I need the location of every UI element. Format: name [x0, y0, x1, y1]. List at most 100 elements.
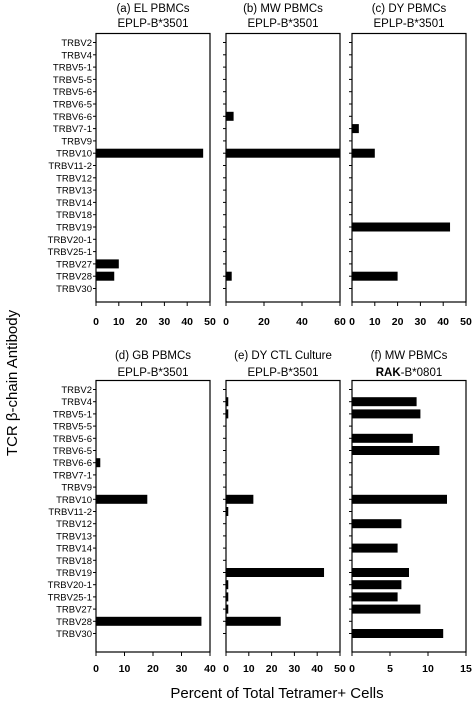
plot-frame [351, 32, 467, 303]
category-label: TRBV14 [56, 198, 92, 209]
x-tick-label: 10 [243, 663, 255, 675]
category-label: TRBV7-1 [53, 124, 92, 135]
x-tick-label: 20 [136, 316, 148, 328]
bar-trbv5-1 [352, 409, 421, 419]
bar-trbv12 [352, 519, 402, 529]
category-label: TRBV6-6 [53, 112, 92, 123]
bar-trbv19 [352, 222, 451, 232]
category-label: TRBV13 [56, 531, 92, 542]
x-tick-label: 40 [296, 316, 308, 328]
plot-frame [95, 32, 211, 303]
x-tick-label: 5 [387, 663, 393, 675]
x-tick-label: 10 [369, 316, 381, 328]
category-label: TRBV20-1 [48, 580, 92, 591]
bar-trbv10 [96, 494, 148, 504]
panel-subtitle: EPLP-B*3501 [118, 18, 189, 30]
category-label: TRBV18 [56, 556, 92, 567]
bar-trbv28 [352, 271, 398, 281]
category-label: TRBV5-6 [53, 87, 92, 98]
panel-d: (d) GB PBMCs EPLP-B*3501 TRBV2TRBV4TRBV5-1… [48, 350, 216, 675]
bar-trbv27 [96, 259, 119, 269]
x-tick-label: 0 [93, 316, 99, 328]
bar-trbv6-6 [96, 458, 101, 468]
panel-subtitle-bold: RAK [376, 367, 402, 379]
category-label: TRBV18 [56, 210, 92, 221]
bar-trbv7-1 [352, 124, 359, 134]
category-label: TRBV11-2 [48, 161, 92, 172]
bar-trbv10 [352, 494, 447, 504]
panel-title: (b) MW PBMCs [243, 3, 323, 15]
bar-trbv10 [96, 148, 204, 158]
category-label: TRBV12 [56, 519, 92, 530]
panel-subtitle: EPLP-B*3501 [248, 367, 319, 379]
panel-subtitle: EPLP-B*3501 [374, 18, 445, 30]
category-label: TRBV30 [56, 629, 92, 640]
plot-frame [351, 379, 467, 653]
plot-frame [225, 379, 341, 653]
bar-trbv27 [352, 604, 421, 614]
x-tick-label: 20 [392, 316, 404, 328]
bar-trbv4 [226, 397, 229, 407]
y-axis-label: TCR β-chain Antibody [4, 309, 21, 456]
x-tick-label: 0 [349, 663, 355, 675]
category-label: TRBV2 [61, 38, 92, 49]
bar-trbv25-1 [226, 592, 229, 602]
bar-trbv19 [226, 568, 325, 577]
bar-trbv6-6 [226, 111, 234, 121]
panel-title: (c) DY PBMCs [372, 3, 447, 15]
x-tick-label: 30 [415, 316, 427, 328]
category-label: TRBV2 [61, 385, 92, 396]
category-label: TRBV5-1 [53, 409, 92, 420]
panel-title: (f) MW PBMCs [371, 350, 448, 362]
bar-trbv10 [226, 148, 340, 158]
category-label: TRBV4 [61, 50, 92, 61]
bar-trbv5-1 [226, 409, 229, 419]
x-tick-label: 20 [147, 663, 159, 675]
bar-trbv20-1 [352, 580, 402, 590]
category-label: TRBV25-1 [48, 592, 92, 603]
category-label: TRBV5-1 [53, 63, 92, 74]
category-label: TRBV20-1 [48, 235, 92, 246]
category-label: TRBV10 [56, 495, 92, 506]
bar-trbv25-1 [352, 592, 398, 602]
bar-trbv20-1 [226, 580, 229, 590]
category-label: TRBV7-1 [53, 470, 92, 481]
panel-title: (d) GB PBMCs [115, 350, 191, 362]
x-tick-label: 0 [223, 663, 229, 675]
x-tick-label: 50 [204, 316, 216, 328]
x-tick-label: 10 [113, 316, 125, 328]
category-label: TRBV6-5 [53, 446, 92, 457]
panel-subtitle: RAK-B*0801 [376, 367, 442, 379]
bar-trbv19 [352, 568, 409, 577]
x-tick-label: 40 [181, 316, 193, 328]
category-label: TRBV14 [56, 544, 92, 555]
category-label: TRBV27 [56, 259, 92, 270]
x-tick-label: 40 [437, 316, 449, 328]
x-tick-label: 40 [311, 663, 323, 675]
x-tick-label: 30 [159, 316, 171, 328]
category-label: TRBV5-5 [53, 422, 92, 433]
category-label: TRBV5-5 [53, 75, 92, 86]
panel-subtitle-text: -B*0801 [401, 367, 443, 379]
panel-c: (c) DY PBMCs EPLP-B*3501 0 10 20 30 40 50 [349, 3, 472, 328]
category-label: TRBV10 [56, 149, 92, 160]
x-tick-label: 50 [460, 316, 472, 328]
bar-trbv27 [226, 604, 229, 614]
bar-trbv6-5 [352, 446, 440, 455]
bar-trbv28 [96, 616, 202, 626]
bar-trbv10 [226, 494, 254, 504]
x-tick-label: 10 [119, 663, 131, 675]
panel-subtitle-text: EPLP-B*3501 [248, 18, 319, 30]
category-label: TRBV19 [56, 568, 92, 579]
category-label: TRBV30 [56, 284, 92, 295]
panel-subtitle-text: EPLP-B*3501 [248, 367, 319, 379]
category-label: TRBV5-6 [53, 434, 92, 445]
bar-trbv28 [96, 271, 115, 281]
bar-trbv14 [352, 543, 398, 553]
x-tick-label: 10 [422, 663, 434, 675]
category-label: TRBV25-1 [48, 247, 92, 258]
category-label: TRBV9 [61, 483, 92, 494]
category-label: TRBV6-5 [53, 100, 92, 111]
